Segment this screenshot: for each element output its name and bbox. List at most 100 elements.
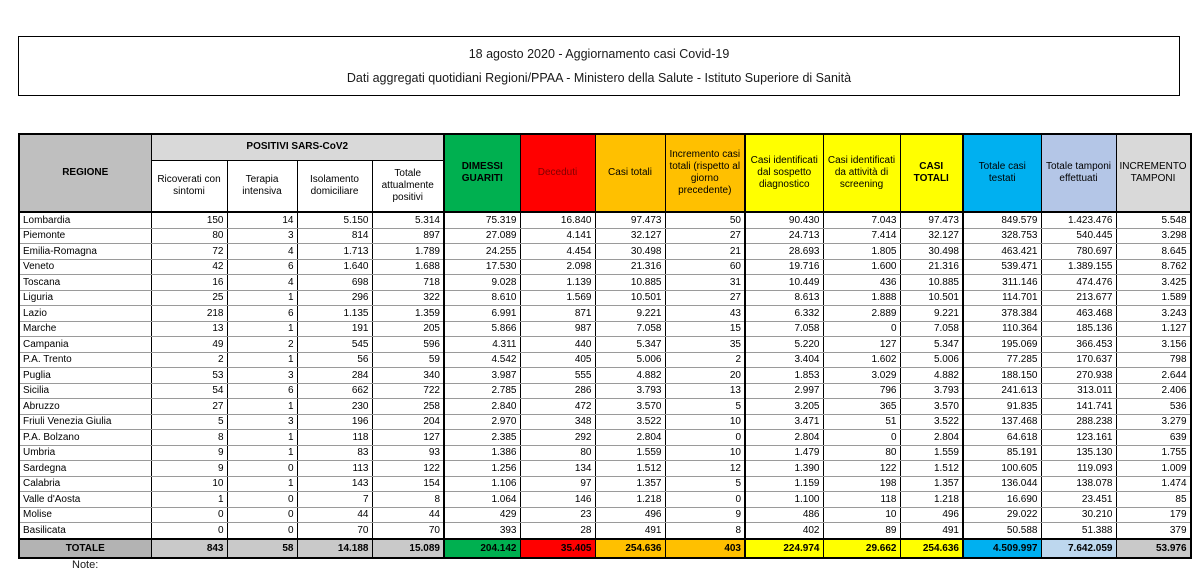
value-cell: 8.645 xyxy=(1115,243,1192,260)
total-value-cell: 29.662 xyxy=(822,537,901,559)
value-cell: 51.388 xyxy=(1040,522,1117,539)
table-row: Lombardia 150 14 5.150 5.314 75.319 16.840 97.4… xyxy=(18,211,1192,229)
value-cell: 1.688 xyxy=(371,258,445,275)
table-row: Umbria 9 1 83 93 1.386 80 1.559 10 1.479 80 1.559 85… xyxy=(18,444,1192,461)
value-cell: 54 xyxy=(150,382,228,399)
value-cell: 1.853 xyxy=(744,367,824,384)
col-header-sospetto-diagnostico: Casi identificati dal sospetto diagnosti… xyxy=(744,133,824,213)
value-cell: 2.804 xyxy=(899,429,964,446)
value-cell: 80 xyxy=(150,227,228,244)
region-name-cell: Friuli Venezia Giulia xyxy=(18,413,152,430)
table-row: Toscana 16 4 698 718 9.028 1.139 10.885 31 10.449… xyxy=(18,274,1192,291)
region-name-cell: Abruzzo xyxy=(18,398,152,415)
value-cell: 5.314 xyxy=(371,211,445,229)
value-cell: 6 xyxy=(226,305,298,322)
table-row: P.A. Trento 2 1 56 59 4.542 405 5.006 2 3.404 1.60… xyxy=(18,351,1192,368)
value-cell: 2.970 xyxy=(443,413,521,430)
value-cell: 32.127 xyxy=(594,227,666,244)
value-cell: 44 xyxy=(371,506,445,523)
value-cell: 21.316 xyxy=(899,258,964,275)
value-cell: 486 xyxy=(744,506,824,523)
value-cell: 19.716 xyxy=(744,258,824,275)
value-cell: 8.613 xyxy=(744,289,824,306)
value-cell: 20 xyxy=(664,367,746,384)
region-name-cell: Puglia xyxy=(18,367,152,384)
value-cell: 27 xyxy=(664,289,746,306)
value-cell: 2.804 xyxy=(744,429,824,446)
value-cell: 4 xyxy=(226,274,298,291)
value-cell: 3.471 xyxy=(744,413,824,430)
value-cell: 5.220 xyxy=(744,336,824,353)
total-value-cell: 204.142 xyxy=(443,537,521,559)
value-cell: 198 xyxy=(822,475,901,492)
value-cell: 1.512 xyxy=(899,460,964,477)
value-cell: 64.618 xyxy=(962,429,1042,446)
value-cell: 1.064 xyxy=(443,491,521,508)
value-cell: 540.445 xyxy=(1040,227,1117,244)
region-name-cell: Umbria xyxy=(18,444,152,461)
value-cell: 3 xyxy=(226,227,298,244)
value-cell: 8 xyxy=(150,429,228,446)
value-cell: 2 xyxy=(664,351,746,368)
value-cell: 2.889 xyxy=(822,305,901,322)
value-cell: 270.938 xyxy=(1040,367,1117,384)
value-cell: 348 xyxy=(519,413,596,430)
value-cell: 85 xyxy=(1115,491,1192,508)
value-cell: 722 xyxy=(371,382,445,399)
value-cell: 555 xyxy=(519,367,596,384)
value-cell: 27 xyxy=(150,398,228,415)
value-cell: 0 xyxy=(664,491,746,508)
value-cell: 43 xyxy=(664,305,746,322)
value-cell: 70 xyxy=(296,522,373,539)
value-cell: 90.430 xyxy=(744,211,824,229)
region-name-cell: Liguria xyxy=(18,289,152,306)
value-cell: 59 xyxy=(371,351,445,368)
value-cell: 340 xyxy=(371,367,445,384)
report-subtitle: Dati aggregati quotidiani Regioni/PPAA -… xyxy=(346,71,852,85)
value-cell: 51 xyxy=(822,413,901,430)
value-cell: 196 xyxy=(296,413,373,430)
value-cell: 114.701 xyxy=(962,289,1042,306)
covid-data-table: REGIONE POSITIVI SARS-CoV2 DIMESSI GUARI… xyxy=(18,133,1192,559)
value-cell: 0 xyxy=(822,320,901,337)
value-cell: 596 xyxy=(371,336,445,353)
region-name-cell: Lombardia xyxy=(18,211,152,229)
value-cell: 13 xyxy=(150,320,228,337)
value-cell: 50 xyxy=(664,211,746,229)
value-cell: 2 xyxy=(226,336,298,353)
value-cell: 288.238 xyxy=(1040,413,1117,430)
total-value-cell: 843 xyxy=(150,537,228,559)
value-cell: 1.755 xyxy=(1115,444,1192,461)
value-cell: 2.385 xyxy=(443,429,521,446)
value-cell: 0 xyxy=(226,506,298,523)
value-cell: 154 xyxy=(371,475,445,492)
value-cell: 42 xyxy=(150,258,228,275)
value-cell: 31 xyxy=(664,274,746,291)
value-cell: 28.693 xyxy=(744,243,824,260)
value-cell: 9.221 xyxy=(899,305,964,322)
value-cell: 49 xyxy=(150,336,228,353)
value-cell: 113 xyxy=(296,460,373,477)
value-cell: 53 xyxy=(150,367,228,384)
value-cell: 1.357 xyxy=(594,475,666,492)
value-cell: 60 xyxy=(664,258,746,275)
value-cell: 23 xyxy=(519,506,596,523)
region-name-cell: Emilia-Romagna xyxy=(18,243,152,260)
value-cell: 6.991 xyxy=(443,305,521,322)
value-cell: 1.602 xyxy=(822,351,901,368)
region-name-cell: Lazio xyxy=(18,305,152,322)
value-cell: 1.512 xyxy=(594,460,666,477)
value-cell: 8.610 xyxy=(443,289,521,306)
value-cell: 135.130 xyxy=(1040,444,1117,461)
value-cell: 9 xyxy=(150,460,228,477)
value-cell: 1.135 xyxy=(296,305,373,322)
value-cell: 798 xyxy=(1115,351,1192,368)
value-cell: 5.150 xyxy=(296,211,373,229)
value-cell: 9 xyxy=(150,444,228,461)
value-cell: 127 xyxy=(822,336,901,353)
value-cell: 10 xyxy=(822,506,901,523)
value-cell: 718 xyxy=(371,274,445,291)
value-cell: 1 xyxy=(226,320,298,337)
value-cell: 27.089 xyxy=(443,227,521,244)
value-cell: 814 xyxy=(296,227,373,244)
